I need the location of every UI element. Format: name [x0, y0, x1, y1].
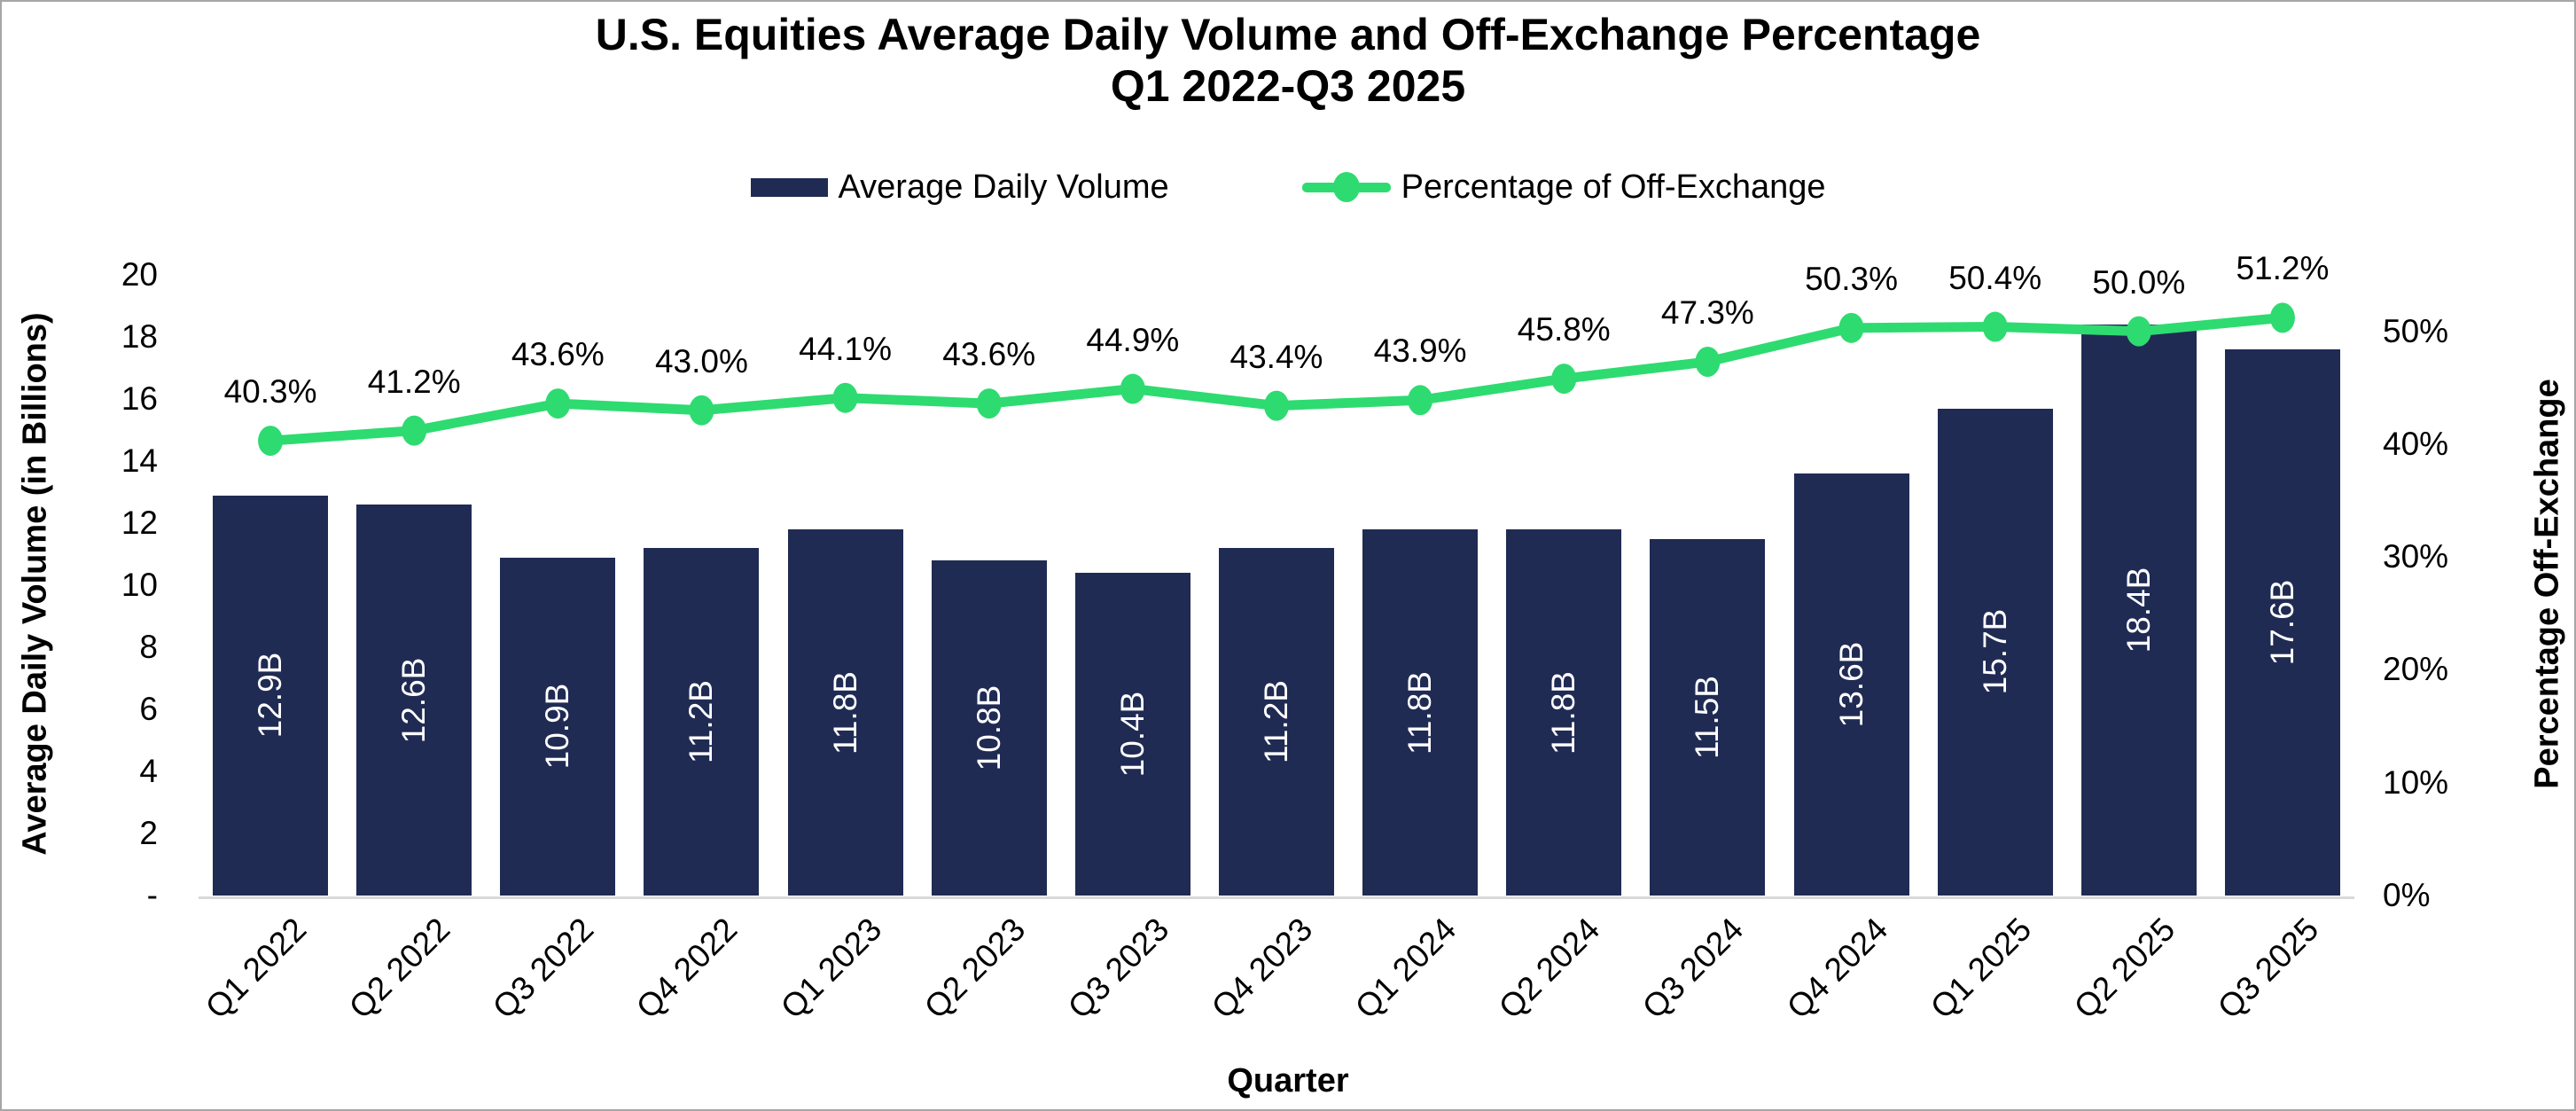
bar — [787, 529, 903, 896]
line-value-label: 47.3% — [1660, 294, 1754, 331]
legend-line-marker-icon — [1332, 172, 1360, 202]
y-tick-label-left: 6 — [139, 691, 158, 727]
y-tick-label-left: - — [146, 877, 158, 913]
x-axis-title: Quarter — [1227, 1062, 1349, 1099]
line-value-label: 44.1% — [799, 330, 893, 367]
line-value-label: 51.2% — [2236, 250, 2330, 287]
bar — [356, 505, 472, 896]
line-point-marker — [1551, 364, 1577, 395]
line-point-marker — [1120, 373, 1145, 404]
bar — [1937, 408, 2053, 896]
line-value-label: 50.0% — [2092, 263, 2186, 301]
line-point-marker — [976, 388, 1002, 419]
line-value-label: 44.9% — [1086, 321, 1180, 358]
line-value-label: 43.9% — [1373, 333, 1467, 370]
y-tick-label-left: 12 — [121, 505, 158, 541]
line-point-marker — [1695, 347, 1721, 377]
line-point-marker — [1264, 390, 1289, 421]
bar — [2080, 325, 2197, 896]
line-value-label: 43.6% — [511, 336, 605, 373]
bar — [213, 495, 329, 896]
bar — [500, 557, 616, 896]
y-tick-label-left: 20 — [121, 256, 158, 293]
y-tick-label-left: 16 — [121, 380, 158, 417]
y-tick-label-left: 18 — [121, 318, 158, 355]
line-point-marker — [2126, 316, 2151, 347]
bar — [1074, 573, 1190, 896]
bar — [2224, 349, 2340, 896]
x-axis-line — [199, 896, 2354, 899]
legend-item: Average Daily Volume — [750, 168, 1169, 207]
line-value-label: 45.8% — [1517, 311, 1611, 348]
y-tick-label-left: 8 — [139, 629, 158, 665]
line-point-marker — [2269, 302, 2295, 333]
line-value-label: 43.6% — [942, 336, 1036, 373]
y-tick-label-right: 30% — [2383, 538, 2449, 575]
line-point-marker — [402, 415, 427, 446]
legend-line-swatch-icon — [1301, 172, 1391, 202]
line-point-marker — [832, 382, 858, 413]
bar — [1219, 548, 1334, 896]
bar — [1793, 473, 1909, 896]
y-tick-label-right: 10% — [2383, 763, 2449, 801]
y-tick-label-right: 20% — [2383, 651, 2449, 688]
line-point-marker — [1838, 312, 1864, 343]
legend-item: Percentage of Off-Exchange — [1301, 168, 1826, 207]
line-value-label: 43.0% — [654, 342, 748, 379]
bar — [1650, 538, 1766, 896]
bar — [931, 560, 1047, 896]
line-value-label: 41.2% — [367, 363, 461, 400]
bar — [1506, 529, 1622, 896]
legend: Average Daily Volume Percentage of Off-Ex… — [2, 167, 2574, 207]
line-point-marker — [1982, 311, 2008, 342]
legend-bar-swatch-icon — [750, 177, 828, 197]
y-tick-label-right: 0% — [2383, 877, 2431, 913]
y-tick-label-right: 40% — [2383, 425, 2449, 462]
chart-title-line2: Q1 2022-Q3 2025 — [1110, 61, 1466, 111]
chart-title-line1: U.S. Equities Average Daily Volume and O… — [595, 10, 1981, 59]
bar — [1362, 529, 1479, 896]
line-value-label: 43.4% — [1229, 338, 1323, 375]
line-value-label: 40.3% — [223, 373, 317, 411]
y-tick-label-left: 10 — [121, 567, 158, 603]
y-tick-label-right: 50% — [2383, 312, 2449, 349]
line-point-marker — [258, 426, 284, 457]
y-tick-label-left: 2 — [139, 815, 158, 851]
chart-title: U.S. Equities Average Daily Volume and O… — [2, 9, 2574, 112]
line-point-marker — [545, 388, 571, 419]
legend-label: Percentage of Off-Exchange — [1401, 168, 1826, 206]
line-value-label: 50.3% — [1805, 260, 1898, 297]
legend-label: Average Daily Volume — [838, 168, 1169, 206]
line-point-marker — [689, 395, 714, 426]
y-tick-label-left: 14 — [121, 442, 158, 479]
line-value-label: 50.4% — [1948, 259, 2042, 296]
bar — [644, 548, 760, 896]
line-point-marker — [1408, 385, 1433, 416]
y-tick-label-left: 4 — [139, 753, 158, 789]
